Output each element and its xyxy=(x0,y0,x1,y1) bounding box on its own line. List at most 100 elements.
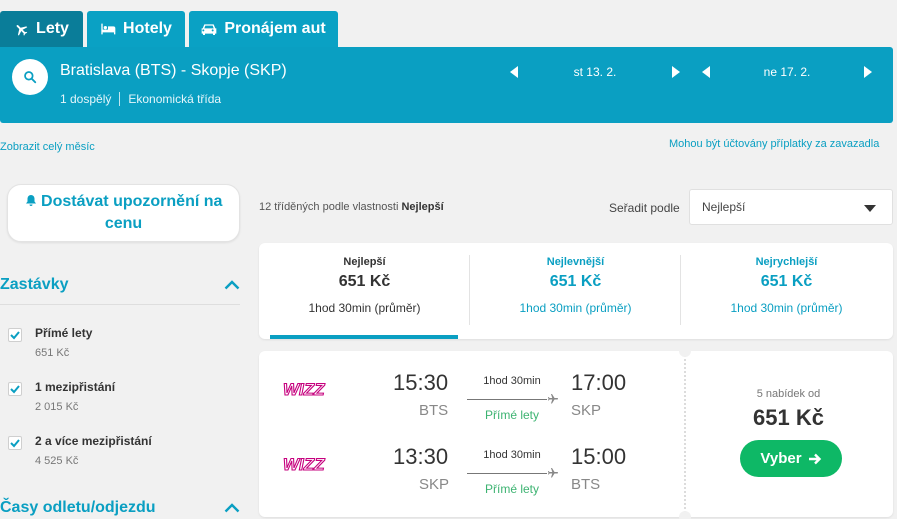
flight-type: Přímé lety xyxy=(484,408,539,422)
wizz-logo: WIZZ xyxy=(282,454,325,474)
ticket-notch xyxy=(679,511,691,519)
wizz-logo-text: WIZZ xyxy=(283,380,325,399)
tab-hotels-label: Hotely xyxy=(123,20,172,37)
tab-flights-label: Lety xyxy=(36,20,69,37)
top-tabs: Lety Hotely Pronájem aut xyxy=(0,11,342,47)
passenger-info[interactable]: 1 dospělý Ekonomická třída xyxy=(60,92,221,106)
return-date[interactable]: ne 17. 2. xyxy=(763,65,811,79)
search-icon xyxy=(24,71,37,84)
caret-down-icon xyxy=(864,205,876,212)
divider xyxy=(0,304,240,305)
select-flight-button[interactable]: Vyber xyxy=(740,440,842,477)
chevron-up-icon xyxy=(224,503,240,513)
stop-option-label: Přímé lety xyxy=(35,326,93,340)
tab-car-rental[interactable]: Pronájem aut xyxy=(189,11,338,47)
wizz-logo: WIZZ xyxy=(282,379,325,399)
chevron-up-icon xyxy=(224,280,240,290)
result-card[interactable]: WIZZ 15:30 BTS 1hod 30min Přímé lety 17:… xyxy=(259,345,893,519)
plane-icon xyxy=(548,468,558,478)
stop-option-label: 2 a více mezipřistání xyxy=(35,434,152,448)
bed-icon xyxy=(101,23,116,35)
sort-tab-title: Nejlepší xyxy=(343,256,386,268)
checkmark-icon xyxy=(10,385,20,394)
depart-date[interactable]: st 13. 2. xyxy=(573,65,617,79)
arrival-airport: BTS xyxy=(571,476,601,493)
sort-tab-price: 651 Kč xyxy=(760,273,813,290)
sort-tab-duration: 1hod 30min (průměr) xyxy=(308,301,421,315)
sort-tab-duration: 1hod 30min (průměr) xyxy=(730,301,843,315)
departure-time: 15:30 xyxy=(393,370,449,395)
sort-tab-price: 651 Kč xyxy=(549,273,602,290)
checkmark-icon xyxy=(10,439,20,448)
arrival-airport: SKP xyxy=(571,402,602,419)
sort-tab-price: 651 Kč xyxy=(338,273,391,290)
checkmark-icon xyxy=(10,331,20,340)
sort-select[interactable]: Nejlepší xyxy=(689,189,893,225)
stops-filter-title: Zastávky xyxy=(0,276,69,293)
passenger-count: 1 dospělý xyxy=(60,92,112,106)
select-flight-label: Vyber xyxy=(760,450,802,467)
flight-duration: 1hod 30min xyxy=(483,449,541,461)
stop-option-price: 651 Kč xyxy=(35,347,70,359)
results-count: 12 tříděných podle vlastnosti Nejlepší xyxy=(259,201,444,213)
depart-next-button[interactable] xyxy=(670,65,682,79)
sort-tabs: Nejlepší 651 Kč 1hod 30min (průměr) Nejl… xyxy=(259,243,893,339)
sort-label: Seřadit podle xyxy=(609,201,680,215)
results-count-text: 12 tříděných podle vlastnosti xyxy=(259,201,399,213)
bell-icon xyxy=(25,195,36,206)
price-alert-button[interactable]: Dostávat upozornění na cenu xyxy=(7,184,240,242)
departure-airport: BTS xyxy=(419,402,449,419)
caret-left-icon xyxy=(510,66,518,78)
flight-duration: 1hod 30min xyxy=(483,375,541,387)
results-sort-name: Nejlepší xyxy=(401,201,444,213)
cabin-class: Ekonomická třída xyxy=(128,92,222,106)
arrival-time: 15:00 xyxy=(571,444,627,469)
search-button[interactable] xyxy=(12,59,48,95)
flight-line xyxy=(467,399,547,400)
depart-date-control: st 13. 2. xyxy=(508,65,682,79)
flight-type: Přímé lety xyxy=(484,482,539,496)
times-filter-title: Časy odletu/odjezdu xyxy=(0,499,156,516)
checkbox[interactable] xyxy=(8,328,22,342)
arrival-time: 17:00 xyxy=(571,370,627,395)
return-prev-button[interactable] xyxy=(700,65,712,79)
departure-time: 13:30 xyxy=(393,444,449,469)
divider xyxy=(684,355,686,513)
caret-left-icon xyxy=(702,66,710,78)
car-icon xyxy=(201,24,217,35)
arrow-right-icon xyxy=(808,453,821,464)
stop-option-label: 1 mezipřistání xyxy=(35,380,116,394)
sort-tab-fastest[interactable]: Nejrychlejší 651 Kč 1hod 30min (průměr) xyxy=(681,256,892,315)
tab-hotels[interactable]: Hotely xyxy=(87,11,185,47)
stops-filter-header[interactable]: Zastávky xyxy=(0,274,240,296)
divider xyxy=(469,255,470,325)
departure-airport: SKP xyxy=(419,476,450,493)
depart-prev-button[interactable] xyxy=(508,65,520,79)
tab-car-rental-label: Pronájem aut xyxy=(224,20,326,37)
return-next-button[interactable] xyxy=(862,65,874,79)
sort-tab-duration: 1hod 30min (průměr) xyxy=(519,301,632,315)
sort-tab-cheapest[interactable]: Nejlevnější 651 Kč 1hod 30min (průměr) xyxy=(470,256,681,315)
whole-month-link[interactable]: Zobrazit celý měsíc xyxy=(0,141,95,153)
plane-icon xyxy=(16,24,28,36)
stop-option-price: 4 525 Kč xyxy=(35,455,79,467)
sort-tab-title: Nejrychlejší xyxy=(755,256,818,268)
search-summary-bar: Bratislava (BTS) - Skopje (SKP) 1 dospěl… xyxy=(0,47,893,123)
tab-flights[interactable]: Lety xyxy=(0,11,83,47)
times-filter-header[interactable]: Časy odletu/odjezdu xyxy=(0,497,240,519)
route-text[interactable]: Bratislava (BTS) - Skopje (SKP) xyxy=(60,62,287,79)
plane-icon xyxy=(548,394,558,404)
return-date-control: ne 17. 2. xyxy=(700,65,874,79)
sort-select-value: Nejlepší xyxy=(702,200,746,214)
divider xyxy=(680,255,681,325)
checkbox[interactable] xyxy=(8,436,22,450)
sort-tab-best[interactable]: Nejlepší 651 Kč 1hod 30min (průměr) xyxy=(259,256,470,315)
caret-right-icon xyxy=(672,66,680,78)
checkbox[interactable] xyxy=(8,382,22,396)
active-tab-indicator xyxy=(270,335,458,339)
flight-line xyxy=(467,473,547,474)
result-price: 651 Kč xyxy=(753,405,824,430)
baggage-fees-link[interactable]: Mohou být účtovány příplatky za zavazadl… xyxy=(669,138,880,150)
stop-option-price: 2 015 Kč xyxy=(35,401,79,413)
divider xyxy=(119,92,121,106)
